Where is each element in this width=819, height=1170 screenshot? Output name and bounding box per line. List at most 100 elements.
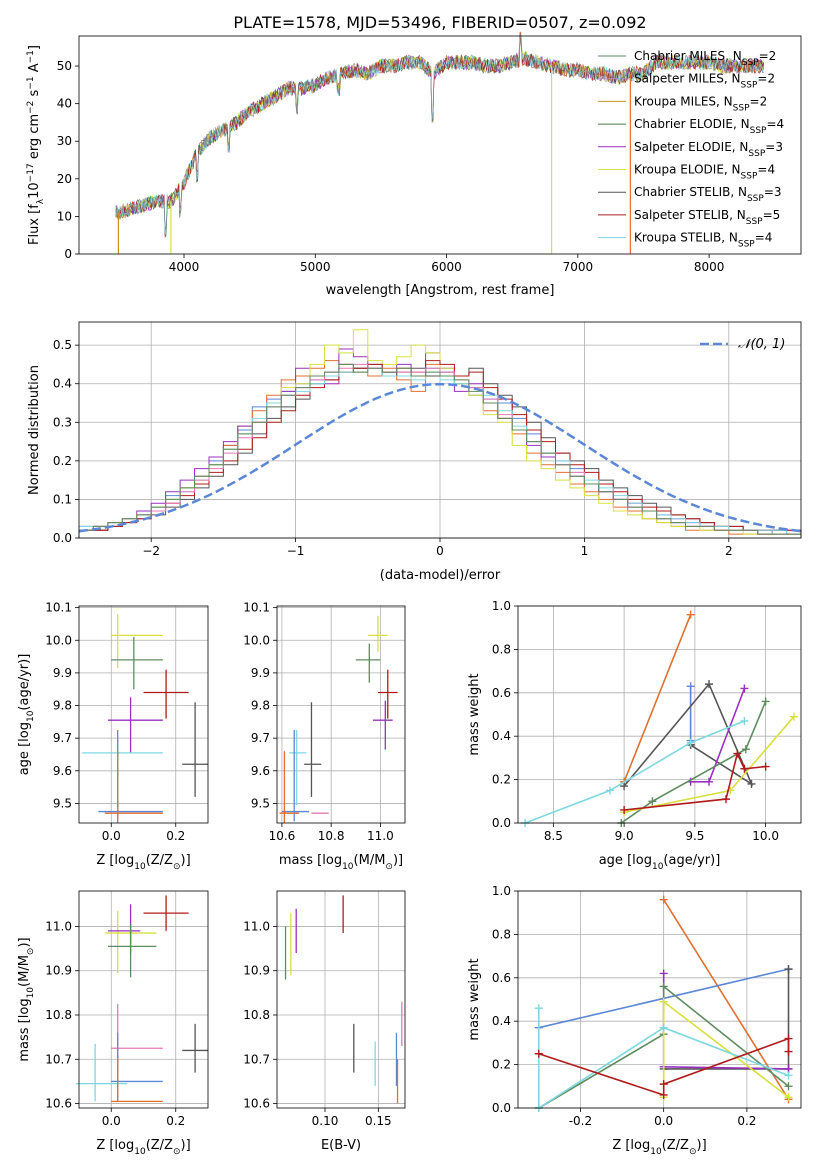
label-part: 10 xyxy=(26,987,36,999)
x-tick-label: 11.0 xyxy=(367,829,394,843)
y-tick-label: 1.0 xyxy=(492,884,511,898)
weight-marker xyxy=(784,1093,793,1102)
x-tick-label: 7000 xyxy=(563,260,594,274)
y-tick-label: 0.8 xyxy=(492,927,511,941)
weight-line xyxy=(623,682,754,787)
errorbar-point xyxy=(111,1032,163,1100)
y-tick-label: 10.1 xyxy=(45,601,72,615)
x-tick-label: 9.0 xyxy=(615,829,634,843)
weight-marker xyxy=(784,1082,793,1091)
x-tick-label: 0.0 xyxy=(102,1114,121,1128)
x-tick-label: 0.2 xyxy=(737,1114,756,1128)
axes-frame xyxy=(78,890,209,1109)
legend-sub: SSP xyxy=(733,103,750,113)
y-tick-label: 10.0 xyxy=(243,633,270,647)
legend-tail: =2 xyxy=(750,94,768,108)
errorbar-point xyxy=(355,643,381,683)
figure-title: PLATE=1578, MJD=53496, FIBERID=0507, z=0… xyxy=(233,13,646,32)
label-part: −2 xyxy=(26,101,36,114)
hist-step xyxy=(78,363,802,538)
y-tick-label: 0 xyxy=(64,247,72,261)
errorbar-point xyxy=(143,669,189,719)
axes-frame xyxy=(78,605,209,824)
legend-entry: Salpeter STELIB, NSSP=5 xyxy=(634,208,780,227)
legend-sub: SSP xyxy=(741,172,758,182)
y-tick-label: 0.2 xyxy=(53,454,72,468)
legend-tail: =2 xyxy=(759,49,777,63)
residual_hist-axes: −2 −1 0 1 2 0.0 0.1 0.2 0.3 0.4 0.5 xyxy=(53,322,801,558)
legend-entry: Salpeter ELODIE, NSSP=3 xyxy=(634,140,783,159)
errorbar-point xyxy=(111,637,163,690)
label-part: −1 xyxy=(26,50,36,63)
legend-tail: =5 xyxy=(763,208,781,222)
y-tick-label: 0.4 xyxy=(492,729,511,743)
y-axis-label: Flux [fλ10−17 erg cm−2 s−1 A−1] xyxy=(26,45,46,245)
label-part: ⊙ xyxy=(689,1147,697,1157)
weight-marker xyxy=(705,777,714,786)
legend-label: Kroupa ELODIE, N xyxy=(634,163,741,177)
y-tick-label: 10.6 xyxy=(243,1097,270,1111)
axes-frame xyxy=(78,321,802,539)
legend-label: Kroupa STELIB, N xyxy=(634,231,738,245)
y-tick-label: 10.8 xyxy=(243,1008,270,1022)
weight-marker xyxy=(705,680,714,689)
weight-marker xyxy=(686,738,695,747)
label-part: (age/yr)] xyxy=(17,654,32,711)
y-tick-label: 0.3 xyxy=(53,415,72,429)
axes-frame xyxy=(78,35,802,255)
label-part: 10 xyxy=(26,710,36,722)
weight-marker xyxy=(784,1071,793,1080)
weight-marker xyxy=(620,805,629,814)
legend-entry: Salpeter MILES, NSSP=2 xyxy=(634,72,775,91)
x-tick-label: 0 xyxy=(436,544,444,558)
y-tick-label: 0.8 xyxy=(492,642,511,656)
legend-tail: =4 xyxy=(766,117,784,131)
label-part: (Z/Z xyxy=(662,1138,689,1153)
legend-label: Salpeter ELODIE, N xyxy=(634,140,748,154)
x-tick-label: 5000 xyxy=(300,260,331,274)
x-axis-label: Z [log10(Z/Z⊙)] xyxy=(96,1138,190,1157)
x-tick-label: 0.2 xyxy=(166,829,185,843)
legend-tail: =4 xyxy=(755,231,773,245)
weight-marker xyxy=(747,779,756,788)
label-part: )] xyxy=(17,937,32,947)
weight-line xyxy=(538,1008,789,1110)
y-tick-label: 9.5 xyxy=(251,796,270,810)
errorbar-point xyxy=(108,924,157,978)
y-tick-label: 9.8 xyxy=(53,699,72,713)
y-tick-label: 10.7 xyxy=(45,1052,72,1066)
y-tick-label: 10 xyxy=(57,209,72,223)
y-tick-label: 0.0 xyxy=(53,531,72,545)
weight-marker xyxy=(534,1004,543,1013)
label-part: λ xyxy=(36,198,46,204)
y-tick-label: 9.7 xyxy=(53,731,72,745)
label-part: (age/yr)] xyxy=(663,853,720,868)
legend-entry: 𝒩(0, 1) xyxy=(738,337,785,352)
axes-frame xyxy=(517,890,802,1109)
x-tick-label: −2 xyxy=(142,544,160,558)
y-tick-label: 9.7 xyxy=(251,731,270,745)
y-tick-label: 9.9 xyxy=(251,666,270,680)
errorbar-point xyxy=(143,895,189,931)
label-part: mass [log xyxy=(17,998,32,1061)
weight-marker xyxy=(620,782,629,791)
y-tick-label: 0.1 xyxy=(53,492,72,506)
y-tick-label: 11.0 xyxy=(243,919,270,933)
weight-marker xyxy=(741,745,750,754)
x-tick-label: 10.8 xyxy=(318,829,345,843)
y-tick-label: 9.9 xyxy=(53,666,72,680)
label-part: )] xyxy=(697,1138,707,1153)
weight-marker xyxy=(733,749,742,758)
weight-line xyxy=(623,614,692,783)
weight-line xyxy=(663,899,790,1100)
legend-label: Chabrier ELODIE, N xyxy=(634,117,750,131)
x-axis-label: Z [log10(Z/Z⊙)] xyxy=(612,1138,706,1157)
errorbar-point xyxy=(304,702,322,797)
y-axis-label: mass [log10(M/M⊙)] xyxy=(17,937,36,1061)
x-axis-label: E(B-V) xyxy=(321,1138,361,1153)
y-tick-label: 0.2 xyxy=(492,1058,511,1072)
weight-marker xyxy=(686,682,695,691)
weight-marker xyxy=(659,1090,668,1099)
y-tick-label: 9.6 xyxy=(53,764,72,778)
y-tick-label: 0.2 xyxy=(492,773,511,787)
